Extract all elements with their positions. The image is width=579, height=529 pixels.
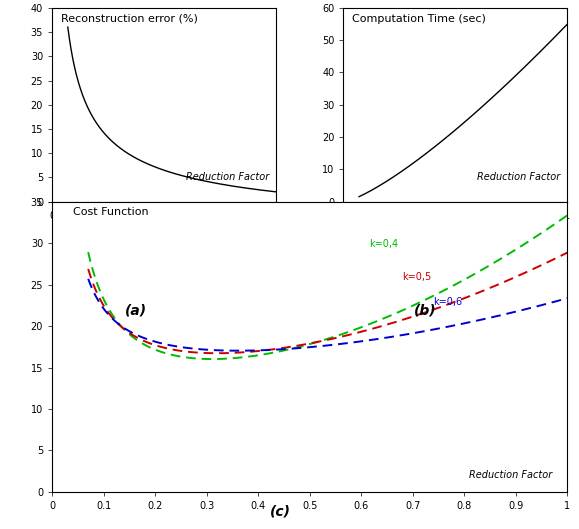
Text: Reconstruction error (%): Reconstruction error (%) — [61, 14, 198, 24]
Text: k=0,5: k=0,5 — [402, 272, 432, 282]
Text: k=0,4: k=0,4 — [369, 239, 398, 249]
Text: Cost Function: Cost Function — [73, 207, 148, 217]
Text: k=0,6: k=0,6 — [434, 297, 463, 307]
Text: (a): (a) — [125, 304, 147, 318]
Text: Reduction Factor: Reduction Factor — [478, 172, 560, 182]
Text: (c): (c) — [270, 505, 291, 519]
Text: Computation Time (sec): Computation Time (sec) — [353, 14, 486, 24]
Text: (b): (b) — [414, 304, 437, 318]
Text: Reduction Factor: Reduction Factor — [186, 172, 269, 182]
Text: Reduction Factor: Reduction Factor — [469, 470, 552, 480]
